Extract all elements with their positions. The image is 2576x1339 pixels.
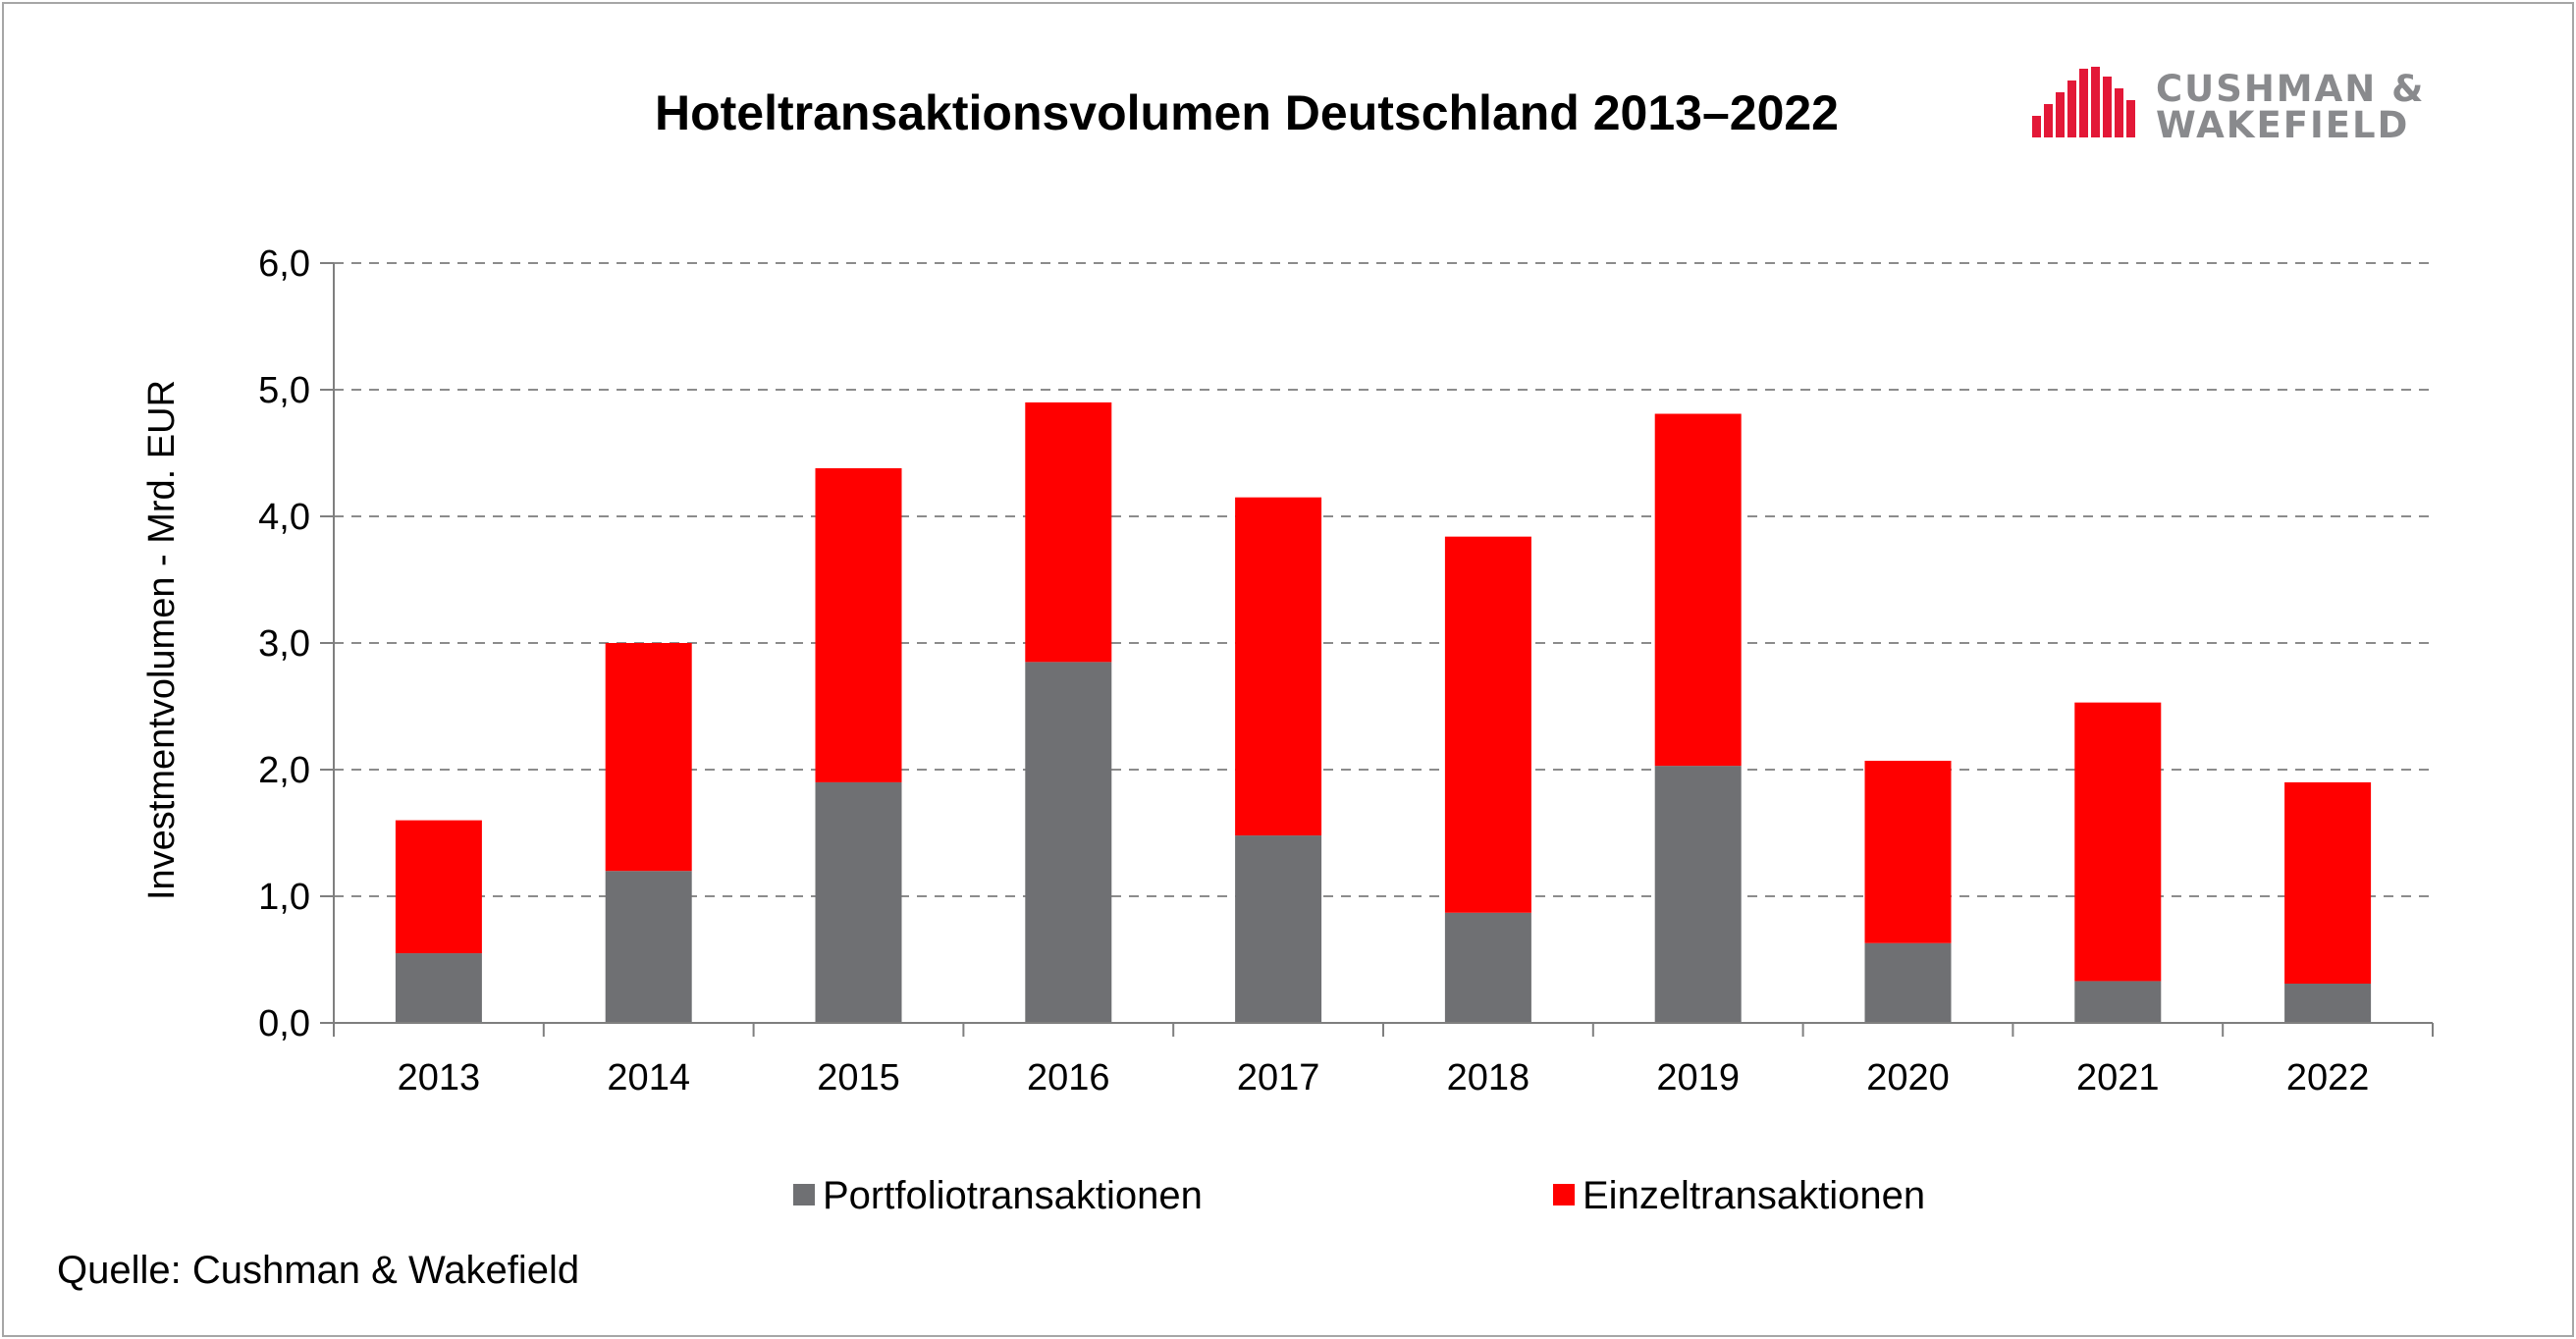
bar-portfolio-2014 <box>605 871 692 1023</box>
x-tick-label: 2018 <box>1447 1057 1530 1098</box>
x-axis-ticks: 2013 2014 2015 2016 2017 2018 2019 2020 2021 2022 <box>333 1023 2434 1098</box>
y-tick-label: 4,0 <box>258 497 310 538</box>
logo-bar <box>2032 116 2041 137</box>
logo-bars-icon <box>2032 67 2135 137</box>
legend-label-einzel: Einzeltransaktionen <box>1583 1174 1925 1217</box>
x-tick-label: 2013 <box>398 1057 481 1098</box>
logo-bar <box>2091 67 2100 137</box>
x-tick-label: 2014 <box>607 1057 690 1098</box>
logo-bar <box>2115 88 2123 137</box>
x-tick-label: 2020 <box>1866 1057 1950 1098</box>
source-note: Quelle: Cushman & Wakefield <box>57 1249 579 1292</box>
y-tick-label: 1,0 <box>258 877 310 918</box>
bar-portfolio-2017 <box>1235 835 1322 1023</box>
bar-portfolio-2019 <box>1654 766 1742 1023</box>
chart-title: Hoteltransaktionsvolumen Deutschland 201… <box>655 85 1839 140</box>
legend-swatch-einzel <box>1553 1184 1575 1205</box>
bar-einzel-2020 <box>1864 760 1952 943</box>
legend-swatch-portfolio <box>793 1184 815 1205</box>
logo-line-1: CUSHMAN & <box>2156 68 2425 110</box>
bar-einzel-2013 <box>395 820 482 954</box>
legend-label-portfolio: Portfoliotransaktionen <box>823 1174 1203 1217</box>
bar-portfolio-2021 <box>2074 981 2162 1023</box>
logo-bar <box>2067 80 2076 137</box>
bar-einzel-2018 <box>1444 536 1531 913</box>
x-tick-label: 2019 <box>1656 1057 1740 1098</box>
y-tick-label: 6,0 <box>258 243 310 285</box>
bars <box>395 402 2372 1023</box>
bar-einzel-2016 <box>1025 402 1112 663</box>
x-tick-label: 2022 <box>2286 1057 2370 1098</box>
bar-portfolio-2018 <box>1444 912 1531 1023</box>
x-tick-label: 2016 <box>1027 1057 1110 1098</box>
logo-bar <box>2044 104 2053 137</box>
logo-bar <box>2103 77 2112 137</box>
y-tick-label: 3,0 <box>258 623 310 665</box>
y-tick-label: 2,0 <box>258 750 310 791</box>
x-tick-label: 2021 <box>2076 1057 2160 1098</box>
logo-bar <box>2056 92 2065 137</box>
grid-lines <box>334 262 2433 897</box>
cushman-wakefield-logo: CUSHMAN & WAKEFIELD <box>2032 67 2425 146</box>
bar-einzel-2019 <box>1654 413 1742 767</box>
y-tick-label: 5,0 <box>258 370 310 411</box>
y-axis-title: Investmentvolumen - Mrd. EUR <box>141 380 183 900</box>
logo-bar <box>2126 100 2135 137</box>
bar-einzel-2014 <box>605 643 692 872</box>
y-axis-ticks: 0,0 1,0 2,0 3,0 4,0 5,0 6,0 <box>258 243 334 1044</box>
bar-einzel-2021 <box>2074 702 2162 982</box>
bar-portfolio-2022 <box>2284 984 2372 1023</box>
y-tick-label: 0,0 <box>258 1003 310 1044</box>
bar-portfolio-2020 <box>1864 942 1952 1023</box>
logo-line-2: WAKEFIELD <box>2156 104 2409 146</box>
bar-portfolio-2015 <box>815 781 902 1023</box>
x-tick-label: 2015 <box>817 1057 900 1098</box>
bar-einzel-2022 <box>2284 781 2372 985</box>
legend: Portfoliotransaktionen Einzeltransaktion… <box>793 1174 1925 1217</box>
bar-einzel-2015 <box>815 467 902 782</box>
bar-einzel-2017 <box>1235 497 1322 836</box>
bar-portfolio-2013 <box>395 953 482 1023</box>
bar-portfolio-2016 <box>1025 662 1112 1023</box>
logo-bar <box>2079 69 2088 137</box>
x-tick-label: 2017 <box>1237 1057 1320 1098</box>
